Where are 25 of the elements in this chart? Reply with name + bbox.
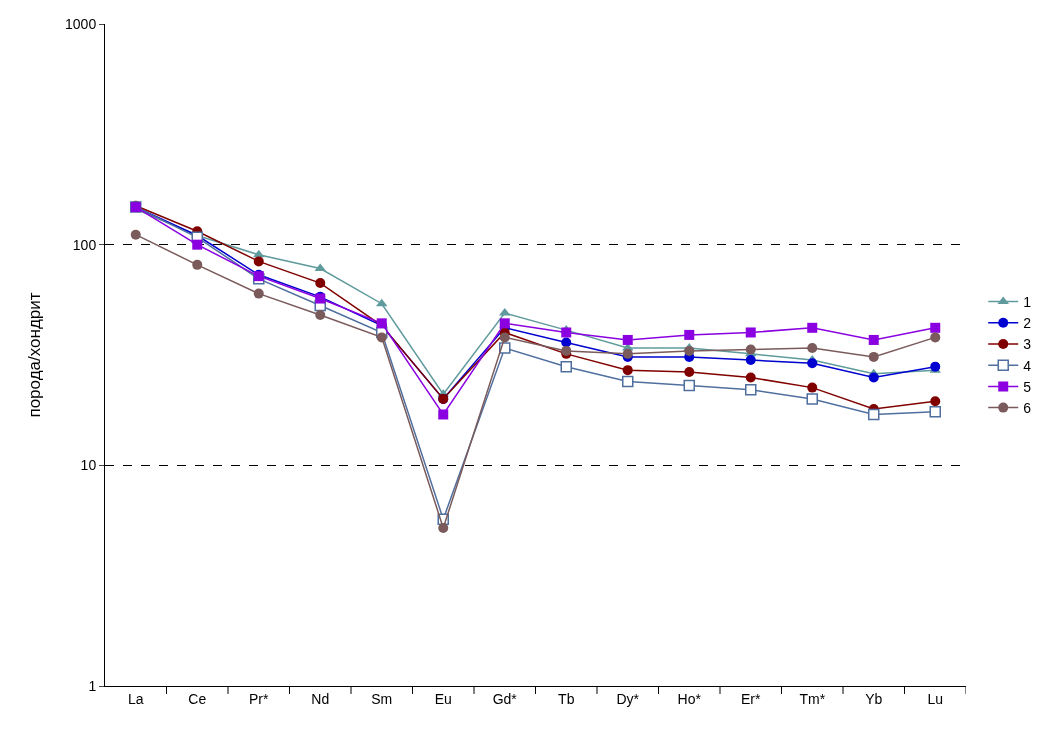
x-tick-label: Tb bbox=[558, 690, 575, 707]
legend-label: 3 bbox=[1023, 336, 1032, 353]
legend-label: 4 bbox=[1023, 357, 1032, 374]
x-tick-label: Nd bbox=[311, 690, 330, 707]
x-tick-label: Lu bbox=[927, 690, 944, 707]
y-axis-title: порода/хондрит bbox=[24, 292, 44, 418]
x-tick-label: La bbox=[127, 690, 144, 707]
legend-label: 2 bbox=[1023, 315, 1032, 332]
legend-label: 5 bbox=[1023, 378, 1032, 395]
x-tick-label: Ce bbox=[188, 690, 207, 707]
x-tick-label: Ho* bbox=[677, 690, 702, 707]
x-tick-label: Er* bbox=[741, 690, 762, 707]
y-tick-label: 1000 bbox=[65, 15, 97, 32]
y-tick-label: 100 bbox=[72, 236, 97, 253]
x-tick-label: Pr* bbox=[249, 690, 270, 707]
y-tick-label: 1 bbox=[88, 677, 97, 694]
x-tick-label: Gd* bbox=[492, 690, 518, 707]
x-tick-label: Tm* bbox=[799, 690, 826, 707]
legend-label: 6 bbox=[1023, 400, 1032, 417]
x-tick-label: Sm bbox=[371, 690, 393, 707]
x-tick-label: Eu bbox=[434, 690, 452, 707]
legend-label: 1 bbox=[1023, 294, 1032, 311]
x-tick-label: Yb bbox=[865, 690, 883, 707]
x-tick-label: Dy* bbox=[616, 690, 640, 707]
y-tick-label: 10 bbox=[80, 457, 97, 474]
